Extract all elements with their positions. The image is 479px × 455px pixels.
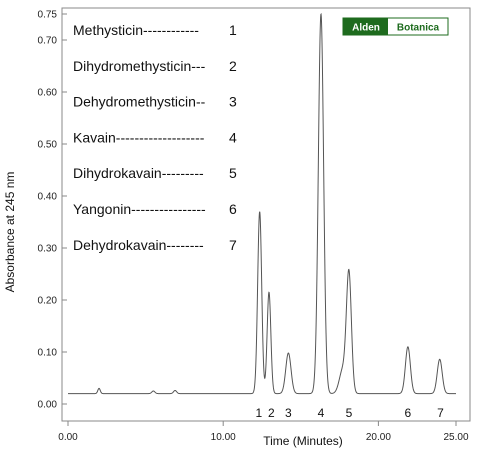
peak-label: 2 bbox=[268, 406, 275, 420]
x-axis-title: Time (Minutes) bbox=[263, 434, 343, 448]
legend-compound-name: Dehydromethysticin-- bbox=[73, 94, 206, 110]
peak-label: 3 bbox=[285, 406, 292, 420]
y-tick-label: 0.00 bbox=[38, 400, 58, 411]
legend-peak-number: 1 bbox=[229, 22, 237, 38]
peak-label: 1 bbox=[256, 406, 263, 420]
legend-compound-name: Dehydrokavain-------- bbox=[73, 237, 204, 253]
legend-compound-name: Methysticin------------ bbox=[73, 22, 199, 38]
peak-label: 4 bbox=[318, 406, 325, 420]
y-tick-label: 0.60 bbox=[38, 88, 58, 99]
chromatogram-trace bbox=[68, 12, 456, 395]
legend-peak-number: 6 bbox=[229, 201, 237, 217]
y-tick-label: 0.20 bbox=[38, 296, 58, 307]
x-tick-label: 20.00 bbox=[366, 432, 391, 443]
legend-peak-number: 4 bbox=[229, 129, 237, 145]
y-axis-ticks: 0.00 0.10 0.20 0.30 0.40 0.50 0.60 0.70 0.75 bbox=[38, 10, 67, 411]
legend-compound-name: Yangonin---------------- bbox=[73, 201, 206, 217]
x-axis-ticks: 0.00 10.00 20.00 25.00 bbox=[58, 421, 469, 443]
y-axis-title: Absorbance at 245 nm bbox=[3, 172, 17, 293]
y-tick-label: 0.10 bbox=[38, 348, 58, 359]
y-tick-label: 0.70 bbox=[38, 36, 58, 47]
plot-frame bbox=[61, 7, 471, 422]
y-tick-label: 0.50 bbox=[38, 140, 58, 151]
x-tick-label: 25.00 bbox=[443, 432, 468, 443]
legend: Methysticin------------ 1 Dihydromethystic… bbox=[73, 22, 237, 253]
y-tick-label: 0.30 bbox=[38, 244, 58, 255]
legend-compound-name: Dihydrokavain--------- bbox=[73, 165, 204, 181]
peak-label: 5 bbox=[346, 406, 353, 420]
legend-peak-number: 3 bbox=[229, 94, 237, 110]
peak-label: 7 bbox=[437, 406, 444, 420]
x-tick-label: 10.00 bbox=[211, 432, 236, 443]
y-tick-label: 0.75 bbox=[38, 10, 58, 21]
legend-compound-name: Dihydromethysticin--- bbox=[73, 58, 206, 74]
peak-label: 6 bbox=[405, 406, 412, 420]
x-tick-label: 0.00 bbox=[58, 432, 78, 443]
legend-compound-name: Kavain------------------- bbox=[73, 129, 205, 145]
alden-botanica-logo: Alden Botanica bbox=[342, 17, 449, 36]
logo-text-alden: Alden bbox=[352, 23, 380, 34]
y-tick-label: 0.40 bbox=[38, 192, 58, 203]
legend-peak-number: 7 bbox=[229, 237, 237, 253]
legend-peak-number: 2 bbox=[229, 58, 237, 74]
legend-peak-number: 5 bbox=[229, 165, 237, 181]
logo-text-botanica: Botanica bbox=[397, 23, 440, 34]
logo-left-panel bbox=[343, 18, 388, 35]
